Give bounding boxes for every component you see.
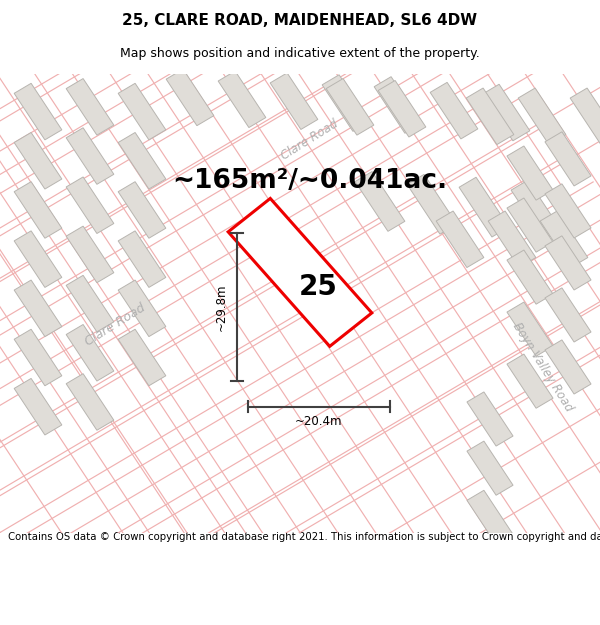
Polygon shape — [467, 490, 513, 544]
Polygon shape — [540, 211, 588, 268]
Polygon shape — [511, 180, 561, 240]
Text: 25, CLARE ROAD, MAIDENHEAD, SL6 4DW: 25, CLARE ROAD, MAIDENHEAD, SL6 4DW — [122, 13, 478, 28]
Polygon shape — [378, 81, 426, 137]
Polygon shape — [14, 132, 62, 189]
Polygon shape — [270, 73, 318, 129]
Polygon shape — [66, 276, 114, 332]
Polygon shape — [545, 288, 591, 342]
Text: ~29.8m: ~29.8m — [215, 283, 227, 331]
Polygon shape — [436, 211, 484, 268]
Polygon shape — [459, 177, 509, 237]
Text: ~165m²/~0.041ac.: ~165m²/~0.041ac. — [172, 168, 448, 194]
Polygon shape — [218, 71, 266, 127]
Polygon shape — [118, 132, 166, 189]
Text: Clare Road: Clare Road — [279, 118, 341, 162]
Polygon shape — [507, 198, 553, 252]
Polygon shape — [545, 340, 591, 394]
Text: ~20.4m: ~20.4m — [295, 416, 343, 428]
Text: Boyn Valley Road: Boyn Valley Road — [510, 320, 576, 414]
Polygon shape — [374, 77, 422, 133]
Polygon shape — [66, 177, 114, 234]
Polygon shape — [322, 75, 370, 131]
Polygon shape — [14, 280, 62, 337]
Polygon shape — [14, 378, 62, 435]
Polygon shape — [507, 354, 553, 408]
Polygon shape — [488, 211, 536, 268]
Polygon shape — [545, 132, 591, 186]
Text: Clare Road: Clare Road — [83, 301, 148, 348]
Polygon shape — [467, 441, 513, 495]
Polygon shape — [407, 174, 457, 234]
Polygon shape — [66, 226, 114, 282]
Polygon shape — [14, 83, 62, 140]
Polygon shape — [545, 184, 591, 238]
Polygon shape — [14, 231, 62, 288]
Polygon shape — [507, 146, 553, 200]
Polygon shape — [482, 84, 530, 141]
Polygon shape — [228, 198, 372, 346]
Polygon shape — [355, 172, 405, 231]
Text: Map shows position and indicative extent of the property.: Map shows position and indicative extent… — [120, 48, 480, 60]
Polygon shape — [14, 182, 62, 238]
Polygon shape — [467, 392, 513, 446]
Polygon shape — [66, 324, 114, 381]
Polygon shape — [14, 329, 62, 386]
Polygon shape — [466, 88, 514, 144]
Polygon shape — [507, 302, 553, 356]
Polygon shape — [118, 182, 166, 238]
Text: Contains OS data © Crown copyright and database right 2021. This information is : Contains OS data © Crown copyright and d… — [8, 532, 600, 542]
Polygon shape — [66, 79, 114, 135]
Polygon shape — [545, 236, 591, 290]
Polygon shape — [66, 127, 114, 184]
Polygon shape — [518, 88, 566, 144]
Polygon shape — [118, 329, 166, 386]
Polygon shape — [326, 79, 374, 135]
Text: 25: 25 — [299, 272, 337, 301]
Polygon shape — [570, 88, 600, 144]
Polygon shape — [507, 250, 553, 304]
Polygon shape — [118, 280, 166, 337]
Polygon shape — [66, 374, 114, 430]
Polygon shape — [166, 69, 214, 126]
Polygon shape — [118, 83, 166, 140]
Polygon shape — [430, 82, 478, 139]
Polygon shape — [118, 231, 166, 288]
